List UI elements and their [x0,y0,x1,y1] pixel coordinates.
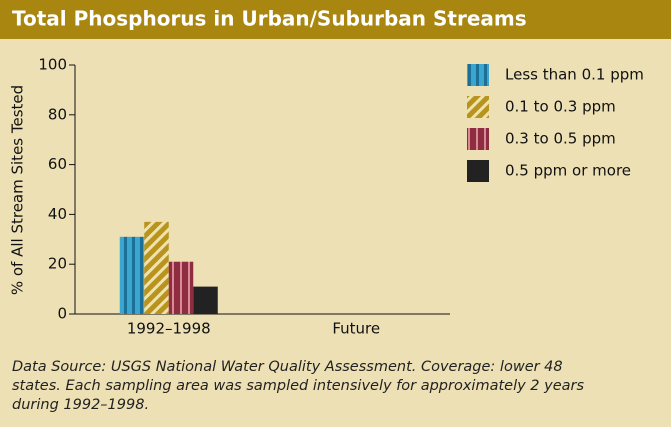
y-tick-label: 40 [48,205,67,223]
bar [144,221,169,314]
bar [119,236,145,314]
legend-label: 0.5 ppm or more [505,162,631,180]
y-tick-label: 100 [38,56,67,74]
bar [168,261,194,314]
x-tick-label: Future [332,320,380,338]
y-tick-label: 0 [57,305,67,323]
legend-swatch [467,160,489,182]
legend-swatch [467,96,489,118]
legend-label: Less than 0.1 ppm [505,66,644,84]
footnote: during 1992–1998. [12,397,149,413]
x-tick-label: 1992–1998 [127,320,211,338]
y-tick-label: 60 [48,155,67,173]
legend-swatch [467,128,489,150]
legend-label: 0.1 to 0.3 ppm [505,98,616,116]
y-tick-label: 80 [48,105,67,123]
legend-label: 0.3 to 0.5 ppm [505,130,616,148]
footnote: states. Each sampling area was sampled i… [12,378,584,394]
y-tick-label: 20 [48,255,67,273]
y-axis-label: % of All Stream Sites Tested [9,85,27,295]
footnote: Data Source: USGS National Water Quality… [12,359,563,375]
bar [193,286,218,314]
legend-swatch [467,64,489,86]
header-bar [0,0,671,39]
chart-title: Total Phosphorus in Urban/Suburban Strea… [12,7,527,31]
